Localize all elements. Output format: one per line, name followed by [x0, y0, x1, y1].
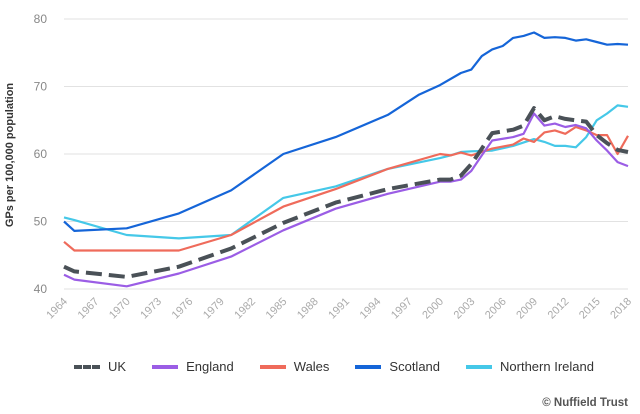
x-tick-label: 2000	[420, 296, 446, 322]
legend-label: Northern Ireland	[500, 359, 594, 374]
legend-swatch	[74, 364, 100, 369]
x-tick-label: 2003	[452, 296, 478, 322]
x-tick-label: 2018	[608, 296, 634, 322]
x-tick-label: 1967	[76, 296, 102, 322]
x-tick-label: 1979	[201, 296, 227, 322]
x-tick-label: 1991	[326, 296, 352, 322]
y-tick-label: 50	[34, 215, 48, 229]
legend-swatch	[259, 364, 286, 369]
series-line-scotland	[63, 31, 629, 232]
series-lines	[63, 31, 629, 288]
legend-label: Wales	[293, 359, 330, 374]
series-line-england	[63, 112, 629, 288]
x-tick-label: 1964	[44, 296, 70, 322]
legend-item: UK	[74, 359, 126, 374]
x-tick-labels: 1964 1967 1970 1973 1976 1979 1982 1985 1988 1991…	[44, 296, 634, 322]
x-tick-label: 1994	[358, 296, 384, 322]
x-tick-label: 1970	[107, 296, 133, 322]
legend-swatch	[466, 364, 493, 369]
y-tick-labels: 40 50 60 70 80	[34, 12, 48, 296]
x-tick-label: 1976	[170, 296, 196, 322]
legend-item: Wales	[259, 359, 330, 374]
grid-lines	[64, 18, 628, 290]
x-tick-label: 1973	[138, 296, 164, 322]
legend-item: Scotland	[355, 359, 440, 374]
series-line-uk	[63, 106, 629, 279]
legend-label: England	[186, 359, 234, 374]
x-tick-label: 1997	[389, 296, 415, 322]
x-tick-label: 2006	[483, 296, 509, 322]
series-line-wales	[63, 125, 629, 252]
y-tick-label: 80	[34, 12, 48, 26]
credit-text: © Nuffield Trust	[542, 397, 628, 409]
y-tick-label: 70	[34, 80, 48, 94]
legend-label: UK	[108, 359, 127, 374]
x-tick-label: 2012	[546, 296, 572, 322]
legend-item: England	[152, 359, 234, 374]
x-tick-label: 2015	[577, 296, 603, 322]
x-tick-label: 1985	[264, 296, 290, 322]
y-tick-label: 40	[34, 282, 48, 296]
legend-swatch	[152, 364, 179, 369]
x-tick-label: 2009	[514, 296, 540, 322]
y-axis-label: GPs per 100,000 population	[4, 83, 16, 228]
legend-label: Scotland	[389, 359, 441, 374]
x-tick-label: 1988	[295, 296, 321, 322]
legend-swatch	[355, 364, 382, 369]
y-tick-label: 60	[34, 147, 48, 161]
legend: UK England Wales Scotland Northern Ireland	[74, 359, 620, 374]
x-tick-label: 1982	[232, 296, 258, 322]
legend-item: Northern Ireland	[466, 359, 594, 374]
